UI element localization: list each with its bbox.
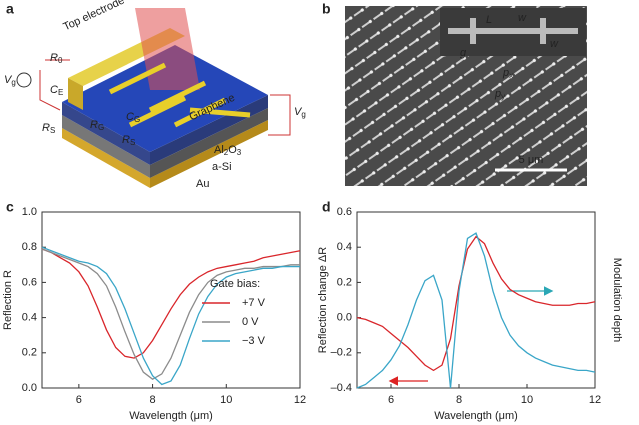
symbol: p	[502, 67, 509, 79]
annotation: Vg	[4, 74, 16, 87]
y-tick-label: 0.0	[22, 382, 37, 394]
subscript: 0	[58, 56, 63, 65]
annotation: w	[518, 12, 527, 24]
subscript: E	[58, 88, 63, 97]
x-tick-label: 10	[521, 394, 533, 406]
symbol: R	[42, 122, 50, 134]
annotation: Al2O3	[214, 144, 242, 157]
formula-part: Al	[214, 144, 224, 156]
annotation: RS	[122, 134, 135, 147]
y-axis-label: Reflection change ΔR	[317, 247, 329, 353]
x-axis-label: Wavelength (μm)	[434, 410, 518, 422]
symbol: C	[126, 111, 134, 123]
formula-part: 2	[224, 148, 229, 157]
x-tick-label: 12	[589, 394, 601, 406]
annotation: Au	[196, 178, 209, 190]
device-illustration: Top electrode R0 Vg CE RS RG CG RS Graph…	[4, 0, 306, 190]
data-line	[41, 248, 300, 380]
symbol: V	[4, 74, 13, 86]
annotation: g	[460, 47, 467, 59]
data-line	[41, 248, 301, 359]
y-tick-label: 0.8	[22, 241, 37, 253]
subscript: g	[301, 110, 305, 119]
annotation: Vg	[294, 106, 306, 119]
annotation: R0	[50, 52, 63, 65]
subscript: G	[98, 123, 104, 132]
x-tick-label: 8	[150, 394, 156, 406]
plot-frame	[41, 211, 301, 389]
y-tick-label: 0.0	[337, 312, 352, 324]
panel-label: c	[6, 199, 14, 215]
symbol: R	[90, 119, 98, 131]
formula-part: 3	[237, 148, 242, 157]
annotation: CG	[126, 111, 140, 124]
micrograph: L w w g px py 5 μm	[345, 6, 587, 186]
subscript: g	[11, 78, 15, 87]
y2-axis-label: Modulation depth	[611, 258, 623, 342]
y-tick-label: –0.2	[331, 347, 352, 359]
x-tick-label: 8	[456, 394, 462, 406]
x-tick-label: 10	[220, 394, 232, 406]
y-axis-label: Reflection R	[2, 270, 14, 330]
subscript: S	[50, 126, 55, 135]
annotation: L	[486, 14, 492, 26]
x-tick-label: 12	[294, 394, 306, 406]
symbol: p	[494, 88, 501, 100]
legend-label: −3 V	[242, 335, 266, 347]
annotation: px	[502, 67, 513, 80]
subscript: S	[130, 138, 135, 147]
symbol: V	[294, 106, 303, 118]
annotation: Top electrode	[61, 0, 126, 33]
y-tick-label: 0.4	[22, 312, 37, 324]
legend-title: Gate bias:	[210, 278, 260, 290]
x-tick-label: 6	[76, 394, 82, 406]
y-tick-label: –0.4	[331, 382, 352, 394]
annotation: RS	[42, 122, 55, 135]
data-line	[41, 246, 300, 386]
annotation: py	[494, 88, 505, 101]
x-axis-label: Wavelength (μm)	[129, 410, 213, 422]
subscript: G	[134, 115, 140, 124]
subscript: y	[501, 92, 505, 101]
annotation: a-Si	[212, 161, 232, 173]
y-tick-label: 0.2	[22, 347, 37, 359]
symbol: R	[122, 134, 130, 146]
x-tick-label: 6	[388, 394, 394, 406]
panel-label: a	[6, 1, 14, 17]
y-tick-label: 0.6	[337, 206, 352, 218]
y-tick-label: 0.6	[22, 276, 37, 288]
legend-label: 0 V	[242, 316, 259, 328]
subscript: x	[509, 71, 513, 80]
formula-part: O	[228, 144, 237, 156]
annotation: CE	[50, 84, 63, 97]
data-line	[356, 232, 596, 389]
annotation: RG	[90, 119, 104, 132]
y-tick-label: 1.0	[22, 206, 37, 218]
y-tick-label: 0.2	[337, 276, 352, 288]
scale-bar-label: 5 μm	[519, 154, 544, 166]
plot-frame	[356, 211, 596, 389]
symbol: C	[50, 84, 58, 96]
panel-label: d	[322, 199, 331, 215]
y-tick-label: 0.4	[337, 241, 352, 253]
panel-label: b	[322, 1, 331, 17]
legend-label: +7 V	[242, 297, 266, 309]
data-line	[356, 235, 596, 372]
symbol: R	[50, 52, 58, 64]
annotation: w	[550, 38, 559, 50]
